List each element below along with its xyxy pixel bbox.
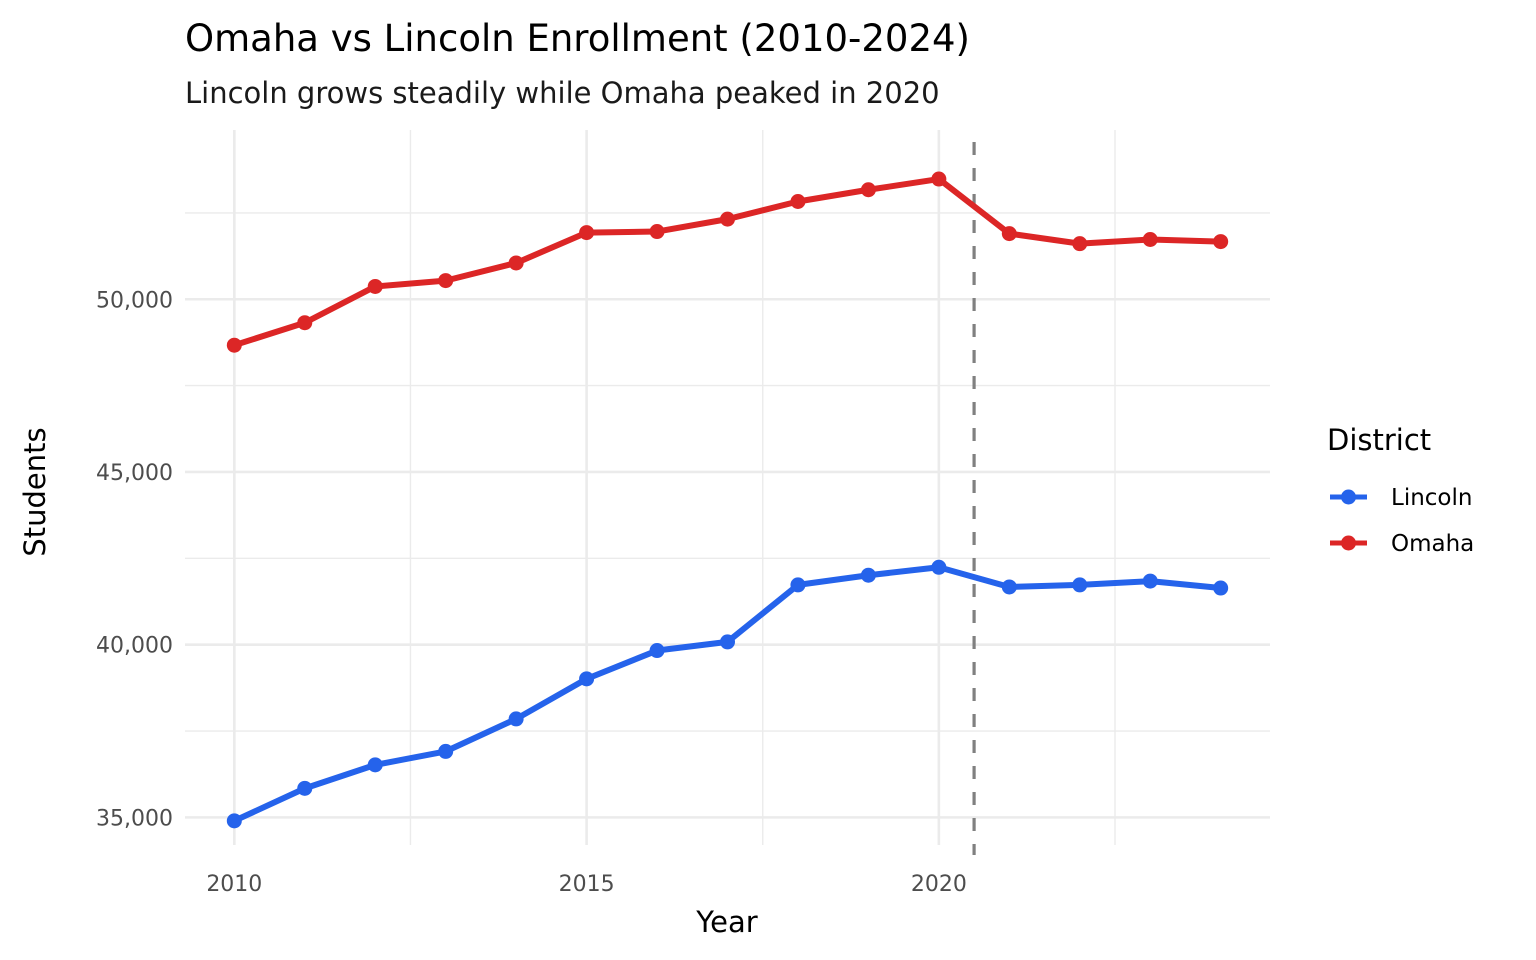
data-point-omaha — [226, 337, 242, 353]
data-point-lincoln — [367, 757, 383, 773]
data-point-lincoln — [1072, 577, 1088, 593]
legend-key-point — [1341, 489, 1356, 505]
legend-label: Lincoln — [1391, 485, 1472, 511]
x-tick-label: 2015 — [559, 872, 615, 897]
y-tick-label: 35,000 — [96, 806, 173, 831]
data-point-omaha — [579, 225, 595, 241]
data-point-omaha — [720, 211, 735, 227]
data-point-lincoln — [790, 577, 806, 593]
data-point-lincoln — [508, 711, 524, 727]
data-point-lincoln — [226, 813, 242, 829]
chart-title: Omaha vs Lincoln Enrollment (2010-2024) — [185, 17, 970, 60]
data-point-lincoln — [720, 634, 735, 650]
data-point-omaha — [508, 255, 524, 271]
legend-items: Lincoln Omaha — [1330, 485, 1474, 557]
series-line-lincoln — [231, 564, 1224, 824]
series-omaha — [226, 171, 1229, 353]
x-axis-label: Year — [695, 905, 757, 939]
data-point-lincoln — [438, 743, 454, 759]
legend-title: District — [1327, 423, 1431, 457]
y-axis-label: Students — [18, 427, 52, 556]
data-point-omaha — [860, 182, 876, 198]
x-tick-label: 2020 — [911, 872, 967, 897]
data-point-lincoln — [579, 671, 595, 687]
data-point-omaha — [438, 273, 454, 289]
data-point-omaha — [1072, 236, 1088, 252]
grid — [185, 130, 1270, 845]
y-axis-ticks: 35,000 40,000 45,000 50,000 — [96, 288, 173, 831]
data-point-lincoln — [1142, 573, 1158, 589]
series-lincoln — [226, 559, 1229, 829]
data-point-omaha — [931, 171, 947, 187]
data-point-lincoln — [649, 643, 665, 659]
data-point-omaha — [649, 224, 665, 240]
legend: District Lincoln Omaha — [1327, 423, 1474, 557]
data-point-lincoln — [297, 780, 313, 796]
data-point-omaha — [1001, 226, 1017, 242]
legend-item-omaha: Omaha — [1330, 531, 1474, 557]
data-point-omaha — [790, 194, 806, 209]
data-point-lincoln — [860, 567, 876, 583]
data-point-omaha — [1213, 234, 1229, 250]
y-tick-label: 45,000 — [96, 461, 173, 486]
series-group — [226, 171, 1229, 829]
data-point-omaha — [297, 315, 313, 331]
data-point-omaha — [367, 278, 383, 294]
chart-subtitle: Lincoln grows steadily while Omaha peake… — [185, 76, 940, 110]
legend-label: Omaha — [1391, 531, 1474, 557]
data-point-lincoln — [1213, 580, 1229, 596]
legend-key-point — [1341, 535, 1356, 551]
y-tick-label: 40,000 — [96, 634, 173, 659]
x-tick-label: 2010 — [206, 872, 262, 897]
data-point-lincoln — [1001, 579, 1017, 595]
x-axis-ticks: 2010 2015 2020 — [206, 872, 967, 897]
data-point-omaha — [1142, 231, 1158, 247]
data-point-lincoln — [931, 559, 947, 575]
series-line-omaha — [231, 176, 1224, 349]
legend-item-lincoln: Lincoln — [1330, 485, 1472, 511]
y-tick-label: 50,000 — [96, 288, 173, 313]
